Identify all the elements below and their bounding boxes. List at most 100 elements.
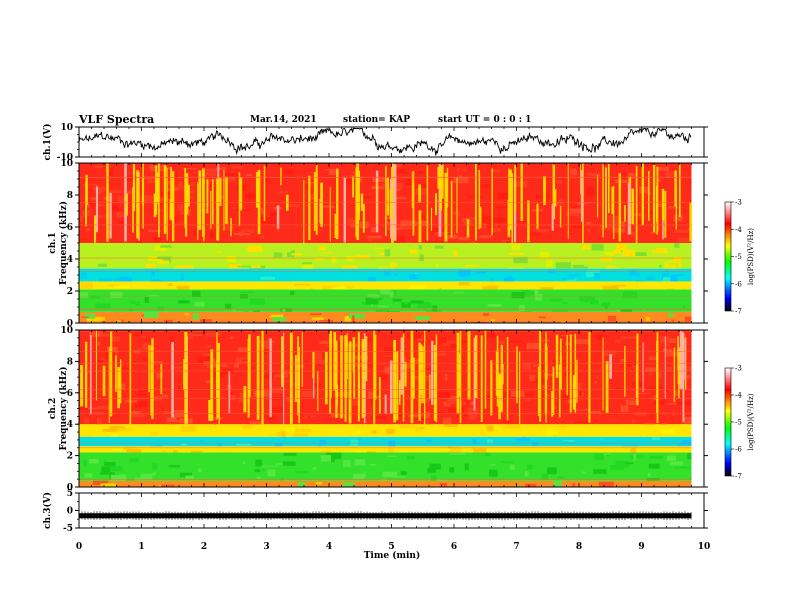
spectrogram-texture <box>666 366 672 371</box>
spectrogram-texture <box>242 424 253 429</box>
spectrogram-texture <box>145 263 157 268</box>
spectrogram-texture <box>378 375 388 380</box>
spectrogram-streak <box>473 337 476 411</box>
spectrogram-texture <box>661 422 667 425</box>
spectrogram-texture <box>176 285 190 290</box>
spectrogram-texture <box>284 427 297 431</box>
x-tick-label: 3 <box>263 542 269 552</box>
spectrogram-texture <box>610 465 624 470</box>
spectrogram-texture <box>547 270 556 274</box>
spectrogram-streak <box>280 167 282 186</box>
spectrogram-streak <box>298 347 300 424</box>
spectrogram-texture <box>620 405 629 413</box>
spectrogram-texture <box>500 391 516 399</box>
spectrogram-texture <box>596 333 604 340</box>
spectrogram-texture <box>625 462 634 465</box>
spectrogram-texture <box>89 201 98 207</box>
start-ut-label: start UT = 0 : 0 : 1 <box>438 115 531 125</box>
spectrogram-texture <box>309 183 313 186</box>
spectrogram-texture <box>553 480 562 487</box>
spectrogram-texture <box>386 428 395 435</box>
spectrogram-streak <box>352 176 355 198</box>
spectrogram-texture <box>674 466 690 469</box>
spectrogram-texture <box>216 251 223 253</box>
spectrogram-texture <box>120 367 130 370</box>
spectrogram-texture <box>522 363 532 370</box>
spectrogram-texture <box>670 276 678 282</box>
spectrogram-streak <box>216 178 220 241</box>
spectrogram-texture <box>135 301 140 306</box>
spectrogram-streak <box>336 168 339 240</box>
colorbar-tick-label: -5 <box>735 419 742 427</box>
spectrogram-texture <box>177 385 180 390</box>
spectrogram-texture <box>465 217 476 220</box>
spectrogram-texture <box>446 398 458 404</box>
spectrogram-texture <box>203 361 213 367</box>
spectrogram-texture <box>561 446 569 449</box>
spectrogram-texture <box>455 340 471 344</box>
spectrogram-texture <box>540 287 554 290</box>
spectrogram-texture <box>281 430 285 437</box>
spectrogram-texture <box>110 474 127 481</box>
spectrogram-streak <box>433 344 437 421</box>
spectrogram-texture <box>379 252 385 255</box>
spectrogram-texture <box>672 409 676 416</box>
spectrogram-texture <box>557 425 567 428</box>
spectrogram-texture <box>236 208 252 212</box>
spectrogram-texture <box>561 335 577 337</box>
spectrogram-streak <box>689 203 693 242</box>
spectrogram-streak <box>458 354 461 396</box>
spectrogram-texture <box>311 317 324 321</box>
spectrogram-streak <box>675 185 677 230</box>
spectrogram-texture <box>545 260 553 267</box>
spectrogram-texture <box>247 245 263 253</box>
spectrogram-texture <box>369 464 377 466</box>
spectrogram-texture <box>259 340 275 343</box>
spectrogram-texture <box>319 439 327 445</box>
spectrogram-texture <box>616 243 628 251</box>
spectrogram-texture <box>395 235 406 243</box>
y-tick-label: 10 <box>60 123 73 133</box>
y-axis-label-line: ch.1 <box>48 232 58 253</box>
y-tick-label: 5 <box>67 489 73 499</box>
y-tick-label: 8 <box>67 357 73 367</box>
spectrogram-texture <box>179 472 192 478</box>
spectrogram-texture <box>647 211 657 215</box>
spectrogram-texture <box>420 214 425 220</box>
spectrogram-texture <box>136 392 147 396</box>
spectrogram-texture <box>290 383 300 386</box>
spectrogram-texture <box>666 288 675 290</box>
spectrogram-texture <box>401 227 412 229</box>
spectrogram-texture <box>173 410 186 412</box>
spectrogram-streak <box>387 177 390 216</box>
spectrogram-texture <box>391 171 408 174</box>
spectrogram-texture <box>204 168 217 174</box>
spectrogram-texture <box>628 213 642 216</box>
spectrogram-texture <box>463 413 473 417</box>
spectrogram-texture <box>152 463 158 470</box>
spectrogram-texture <box>663 277 674 281</box>
spectrogram-texture <box>197 468 202 473</box>
spectrogram-texture <box>674 229 690 233</box>
spectrogram-texture <box>649 455 664 459</box>
spectrogram-streak <box>444 172 448 242</box>
spectrogram-texture <box>250 265 261 268</box>
spectrogram-texture <box>613 250 621 254</box>
spectrogram-texture <box>354 450 367 453</box>
spectrogram-texture <box>667 312 674 317</box>
spectrogram-texture <box>198 356 213 364</box>
spectrogram-texture <box>684 316 692 322</box>
spectrogram-texture <box>225 225 230 231</box>
x-tick-label: 7 <box>513 542 519 552</box>
spectrogram-texture <box>234 363 240 368</box>
spectrogram-texture <box>623 360 634 362</box>
spectrogram-texture <box>186 209 191 216</box>
spectrogram-texture <box>111 415 121 417</box>
spectrogram-texture <box>394 272 397 277</box>
spectrogram-streak <box>609 354 612 379</box>
spectrogram-texture <box>293 432 308 437</box>
spectrogram-texture <box>600 257 613 262</box>
spectrogram-texture <box>673 214 683 222</box>
spectrogram-texture <box>144 180 148 183</box>
spectrogram-texture <box>630 448 636 453</box>
